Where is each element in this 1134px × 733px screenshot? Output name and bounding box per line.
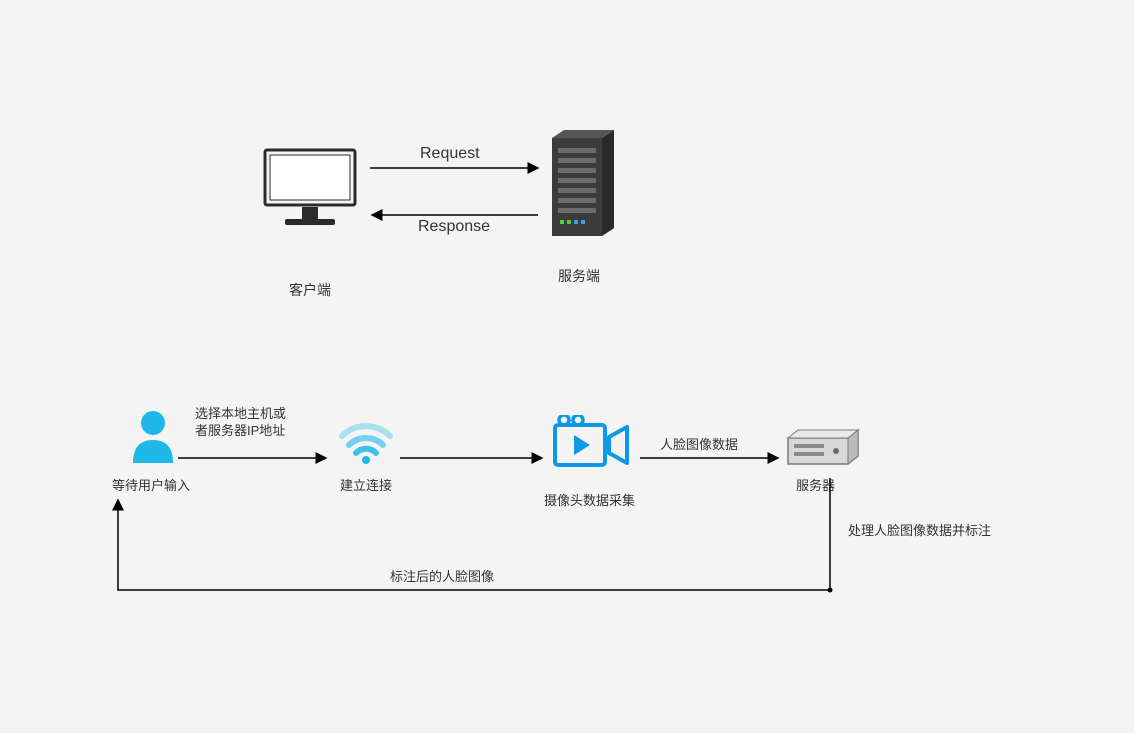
arrows-overlay — [0, 0, 1134, 733]
edge-return-label: 标注后的人脸图像 — [390, 566, 494, 585]
server-box-icon — [786, 428, 864, 475]
edge-user-wifi-label: 选择本地主机或 者服务器IP地址 — [195, 406, 286, 440]
edge-user-wifi-line2: 者服务器IP地址 — [195, 423, 285, 438]
server-bottom-label: 服务器 — [796, 475, 835, 494]
wifi-label: 建立连接 — [340, 475, 392, 494]
edge-camera-server-label: 人脸图像数据 — [660, 434, 738, 453]
camera-label: 摄像头数据采集 — [544, 490, 635, 509]
edge-user-wifi-line1: 选择本地主机或 — [195, 406, 286, 421]
response-label: Response — [418, 218, 490, 236]
user-icon — [128, 408, 178, 473]
wifi-icon — [336, 418, 396, 471]
client-label: 客户端 — [289, 280, 331, 300]
monitor-icon — [260, 145, 360, 240]
user-label: 等待用户输入 — [112, 475, 190, 494]
request-label: Request — [420, 145, 480, 163]
server-top-label: 服务端 — [558, 266, 600, 286]
server-tower-icon — [552, 130, 622, 250]
camera-icon — [552, 415, 632, 478]
edge-server-process-label: 处理人脸图像数据并标注 — [848, 520, 991, 539]
